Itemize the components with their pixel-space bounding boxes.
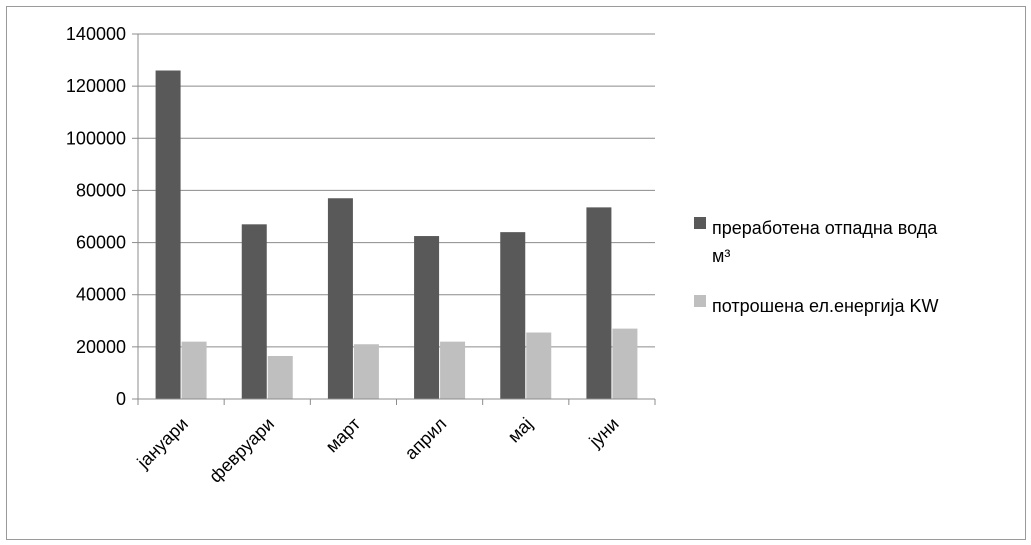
bar-series-1-5	[500, 232, 526, 399]
legend-swatch-1	[694, 217, 706, 229]
y-tick-labels: 0 20000 40000 60000 80000 100000 120000 140000	[66, 24, 126, 409]
bar-series-1-2	[241, 224, 267, 399]
legend-label-1: преработена отпадна вода	[712, 218, 938, 238]
x-tick-label: април	[401, 414, 451, 464]
legend-label-1: м³	[712, 246, 730, 266]
bar-series-2-6	[612, 328, 638, 399]
legend-label-2: потрошена ел.енергија KW	[712, 296, 939, 316]
y-tick-label: 80000	[76, 180, 126, 200]
x-tick-labels: јануари февруари март април мај јуни	[133, 414, 623, 487]
y-tick-label: 40000	[76, 285, 126, 305]
y-tick-label: 0	[116, 389, 126, 409]
bar-series-2-1	[181, 341, 207, 399]
x-tick-label: февруари	[205, 414, 278, 487]
bar-series-1-6	[586, 207, 612, 399]
bar-series-1-3	[327, 198, 353, 399]
bars	[155, 70, 638, 399]
bar-series-1-1	[155, 70, 181, 399]
y-tick-label: 140000	[66, 24, 126, 44]
bar-series-2-2	[267, 355, 293, 399]
x-tick-label: јуни	[585, 414, 623, 452]
x-tick-label: јануари	[133, 414, 192, 473]
y-tick-label: 120000	[66, 76, 126, 96]
y-tick-label: 20000	[76, 337, 126, 357]
gridlines	[138, 33, 655, 348]
bar-series-2-3	[353, 344, 379, 399]
legend: преработена отпадна вода м³ потрошена ел.е…	[694, 217, 939, 316]
x-tick-label: мај	[504, 414, 537, 447]
bar-series-1-4	[414, 236, 440, 399]
bar-series-2-4	[440, 341, 466, 399]
x-tick-label: март	[322, 414, 365, 457]
y-tick-label: 100000	[66, 128, 126, 148]
bar-series-2-5	[526, 332, 552, 399]
axes	[132, 33, 656, 405]
y-tick-label: 60000	[76, 233, 126, 253]
legend-swatch-2	[694, 295, 706, 307]
